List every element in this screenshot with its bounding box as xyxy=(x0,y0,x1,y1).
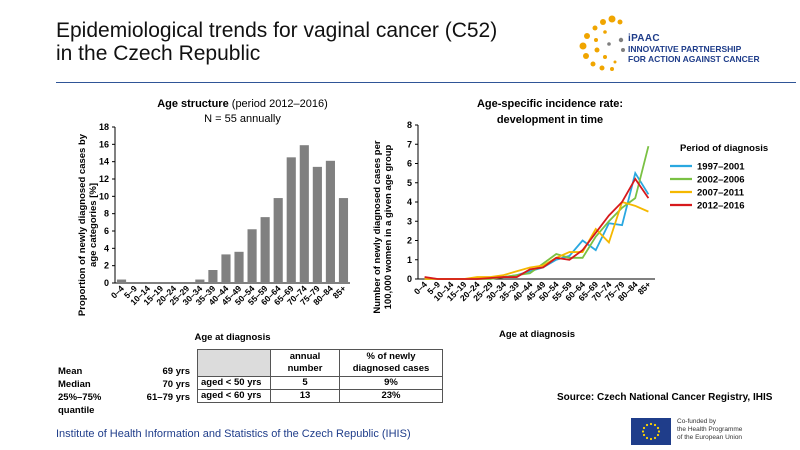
table-header-row: annual number % of newly diagnosed cases xyxy=(197,349,443,377)
series-line xyxy=(424,177,650,280)
table-header: annual number xyxy=(270,349,340,377)
header-rule xyxy=(56,82,796,83)
chart-title: Age structure (period 2012–2016) xyxy=(157,98,328,110)
chart-title: Age-specific incidence rate: xyxy=(477,98,623,110)
stat-row: Median 70 yrs xyxy=(58,378,190,391)
y-tick-label: 18 xyxy=(99,122,109,132)
bar xyxy=(338,198,349,283)
bar xyxy=(325,160,335,283)
stat-row: 25%–75% quantile 61–79 yrs xyxy=(58,391,190,416)
x-axis-label: Age at diagnosis xyxy=(499,329,575,340)
y-tick-label: 10 xyxy=(99,191,109,201)
y-tick-label: 2 xyxy=(407,236,412,246)
bar xyxy=(312,166,322,283)
ipaac-logo xyxy=(579,15,625,71)
y-tick-label: 16 xyxy=(99,139,109,149)
stat-value: 69 yrs xyxy=(162,366,190,377)
stat-value: 61–79 yrs xyxy=(146,392,190,403)
bar xyxy=(247,229,257,283)
summary-table: annual number % of newly diagnosed cases… xyxy=(197,349,443,403)
table-row: aged < 60 yrs 13 23% xyxy=(197,389,443,403)
eu-cofunded-text: Co-funded by the Health Programme of the… xyxy=(677,418,743,441)
bar xyxy=(299,145,309,283)
chart-subtitle: N = 55 annually xyxy=(204,113,281,125)
stat-row: Mean 69 yrs xyxy=(58,365,190,378)
bar xyxy=(273,198,283,283)
bar xyxy=(116,279,127,283)
table-row: aged < 50 yrs 5 9% xyxy=(197,376,443,390)
y-axis-label: Number of newly diagnosed cases per100,0… xyxy=(372,140,394,313)
table-cell: 5 xyxy=(270,376,340,390)
y-tick-label: 5 xyxy=(407,178,412,188)
bar xyxy=(221,254,231,283)
y-tick-label: 2 xyxy=(104,261,109,271)
table-cell: 23% xyxy=(339,389,443,403)
table-header: % of newly diagnosed cases xyxy=(339,349,443,377)
table-cell: aged < 50 yrs xyxy=(197,376,271,390)
stat-value: 70 yrs xyxy=(162,379,190,390)
legend-label: 2012–2016 xyxy=(697,201,745,212)
stat-label: Mean xyxy=(58,366,83,377)
bar xyxy=(208,270,218,283)
bar-chart: Age structure (period 2012–2016) N = 55 a… xyxy=(77,98,350,343)
chart-subtitle: development in time xyxy=(497,114,603,126)
y-tick-label: 6 xyxy=(104,226,109,236)
stat-label: Median xyxy=(58,379,91,390)
y-tick-label: 4 xyxy=(407,197,412,207)
line-chart: Age-specific incidence rate: development … xyxy=(372,98,768,340)
eu-flag-icon xyxy=(631,418,671,445)
series-line xyxy=(424,145,650,280)
legend-label: 1997–2001 xyxy=(697,162,745,173)
y-axis-label: Proportion of newly diagnosed cases byag… xyxy=(77,133,99,316)
x-tick-label: 85+ xyxy=(331,283,348,300)
y-tick-label: 3 xyxy=(407,216,412,226)
bar xyxy=(260,217,270,283)
table-corner xyxy=(197,349,271,377)
y-tick-label: 1 xyxy=(407,255,412,265)
y-tick-label: 7 xyxy=(407,139,412,149)
table-cell: 13 xyxy=(270,389,340,403)
page-title: Epidemiological trends for vaginal cance… xyxy=(56,19,498,65)
logo-subtitle: INNOVATIVE PARTNERSHIP FOR ACTION AGAINS… xyxy=(628,44,760,64)
summary-stats: Mean 69 yrs Median 70 yrs 25%–75% quanti… xyxy=(58,365,190,416)
y-tick-label: 8 xyxy=(407,120,412,130)
x-tick-label: 85+ xyxy=(636,279,653,296)
table-cell: 9% xyxy=(339,376,443,390)
logo-name: iPAAC xyxy=(628,33,660,44)
table-cell: aged < 60 yrs xyxy=(197,389,271,403)
y-tick-label: 0 xyxy=(104,278,109,288)
stat-label: 25%–75% quantile xyxy=(58,392,102,416)
y-tick-label: 6 xyxy=(407,159,412,169)
x-axis-label: Age at diagnosis xyxy=(194,332,270,343)
legend-label: 2007–2011 xyxy=(697,188,745,199)
y-tick-label: 14 xyxy=(99,157,109,167)
source-note: Source: Czech National Cancer Registry, … xyxy=(557,392,773,403)
logo-text: iPAAC INNOVATIVE PARTNERSHIP FOR ACTION … xyxy=(628,33,760,64)
bar xyxy=(195,279,205,283)
bar xyxy=(286,157,296,283)
y-tick-label: 0 xyxy=(407,274,412,284)
y-tick-label: 4 xyxy=(104,243,109,253)
legend-title: Period of diagnosis xyxy=(680,143,768,154)
legend-label: 2002–2006 xyxy=(697,175,745,186)
footer-institute: Institute of Health Information and Stat… xyxy=(56,428,411,440)
y-tick-label: 12 xyxy=(99,174,109,184)
bar xyxy=(234,251,244,283)
y-tick-label: 8 xyxy=(104,209,109,219)
